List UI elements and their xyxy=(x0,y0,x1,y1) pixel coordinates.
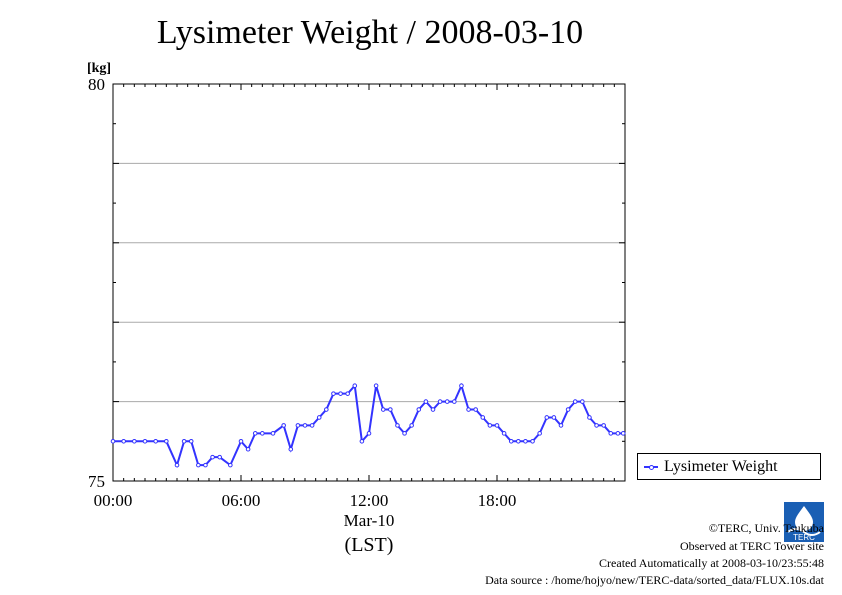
x-tick-label: 06:00 xyxy=(222,491,261,510)
plot-frame xyxy=(112,83,626,482)
data-point xyxy=(523,439,528,444)
grid-layer xyxy=(113,162,625,403)
data-point xyxy=(409,423,414,428)
svg-text:TERC: TERC xyxy=(793,533,815,542)
data-point xyxy=(416,407,422,412)
y-tick-label: 80 xyxy=(88,75,105,94)
data-point xyxy=(245,446,251,452)
footer-observed: Observed at TERC Tower site xyxy=(679,539,824,553)
data-point xyxy=(594,423,599,428)
data-point xyxy=(373,383,379,389)
data-point xyxy=(388,407,393,412)
data-point xyxy=(572,399,578,404)
data-point xyxy=(210,454,215,460)
data-point xyxy=(121,439,126,444)
data-point xyxy=(228,462,233,468)
data-point xyxy=(501,431,507,436)
data-point xyxy=(423,399,429,404)
data-point xyxy=(494,423,500,428)
data-point xyxy=(516,439,521,444)
series-line xyxy=(113,382,624,468)
data-point xyxy=(188,439,194,444)
data-point xyxy=(331,391,336,396)
x-tick-label: 12:00 xyxy=(350,491,389,510)
series-layer xyxy=(110,382,626,468)
terc-logo: TERC xyxy=(784,502,824,542)
data-point xyxy=(459,383,464,389)
data-point xyxy=(580,399,585,404)
data-point xyxy=(601,423,606,428)
y-tick-label: 75 xyxy=(88,472,105,491)
legend-label: Lysimeter Weight xyxy=(664,457,778,475)
data-point xyxy=(480,415,486,420)
data-point xyxy=(302,423,308,428)
data-point xyxy=(466,407,471,412)
data-point xyxy=(324,407,329,412)
data-point xyxy=(316,415,322,420)
data-point xyxy=(196,462,201,468)
data-point xyxy=(203,462,208,468)
data-point xyxy=(444,399,450,404)
data-point xyxy=(174,462,180,468)
data-point xyxy=(309,423,315,428)
data-point xyxy=(508,439,514,444)
data-point xyxy=(345,391,350,396)
tick-layer xyxy=(112,83,626,482)
footer-created: Created Automatically at 2008-03-10/23:5… xyxy=(599,556,824,570)
data-point xyxy=(164,439,169,444)
data-point xyxy=(338,391,343,396)
data-point xyxy=(551,415,557,420)
footer-source: Data source : /home/hojyo/new/TERC-data/… xyxy=(485,573,824,587)
data-point xyxy=(260,431,265,436)
data-point xyxy=(295,423,301,428)
data-point xyxy=(238,439,244,444)
data-point xyxy=(537,431,542,436)
data-point xyxy=(270,431,276,436)
data-point xyxy=(110,439,116,444)
data-point xyxy=(530,439,535,444)
data-point xyxy=(620,431,626,436)
data-point xyxy=(142,439,148,444)
data-point xyxy=(615,431,621,436)
data-point xyxy=(217,454,222,460)
data-point xyxy=(437,399,443,404)
data-point xyxy=(544,415,550,420)
data-point xyxy=(395,423,400,428)
data-point xyxy=(153,439,158,444)
data-point xyxy=(608,431,614,436)
data-point xyxy=(252,431,258,436)
data-point xyxy=(565,407,571,412)
data-point xyxy=(366,431,372,436)
chart-title: Lysimeter Weight / 2008-03-10 xyxy=(156,14,584,51)
data-point xyxy=(430,407,436,412)
date-label: Mar-10 xyxy=(344,511,395,530)
data-point xyxy=(380,407,386,412)
data-point xyxy=(487,423,493,428)
data-point xyxy=(359,439,365,444)
legend: Lysimeter Weight xyxy=(637,453,821,480)
data-point xyxy=(181,439,187,444)
data-point xyxy=(402,431,407,436)
data-point xyxy=(281,423,286,428)
data-point xyxy=(473,407,478,412)
legend-swatch xyxy=(644,464,658,470)
data-point xyxy=(452,399,457,404)
label-layer: 75 80[kg] 00:00 06:00 12:00 18:00 Mar-10 (LST) xyxy=(87,61,516,556)
data-point xyxy=(132,439,137,444)
data-point xyxy=(587,415,592,420)
data-point xyxy=(558,423,564,428)
data-point xyxy=(352,383,358,389)
data-point xyxy=(288,446,294,452)
y-axis-label: [kg] xyxy=(87,61,111,76)
footer-copyright: ©TERC, Univ. Tsukuba xyxy=(708,521,824,535)
x-tick-label: 00:00 xyxy=(94,491,133,510)
x-tick-label: 18:00 xyxy=(478,491,517,510)
x-axis-label: (LST) xyxy=(345,534,394,556)
